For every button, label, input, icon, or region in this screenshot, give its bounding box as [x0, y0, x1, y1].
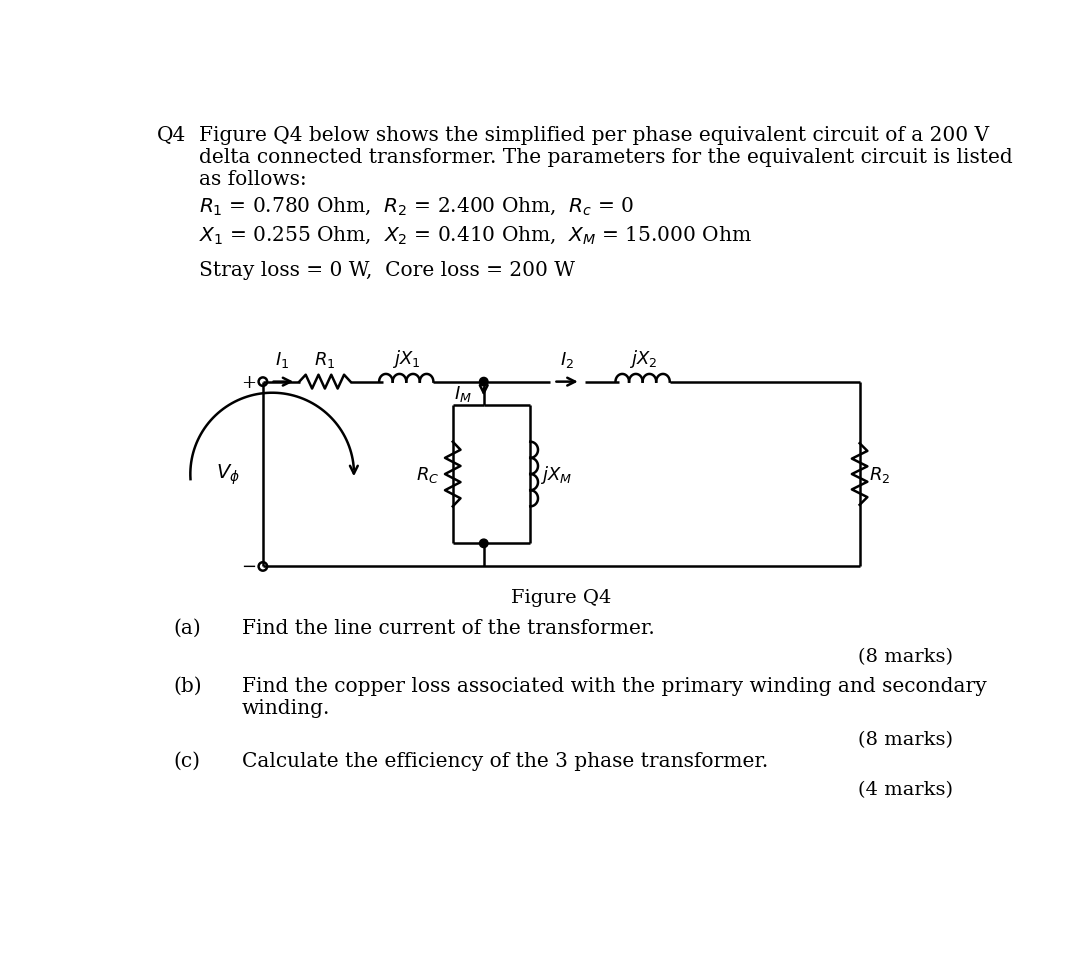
Text: $I_M$: $I_M$ [455, 383, 472, 404]
Text: $R_1$: $R_1$ [314, 349, 336, 369]
Text: Find the copper loss associated with the primary winding and secondary
winding.: Find the copper loss associated with the… [242, 677, 987, 717]
Text: $jX_2$: $jX_2$ [629, 347, 657, 369]
Text: −: − [241, 557, 256, 576]
Text: (a): (a) [174, 618, 202, 637]
Text: (c): (c) [174, 752, 201, 771]
Text: Calculate the efficiency of the 3 phase transformer.: Calculate the efficiency of the 3 phase … [242, 752, 768, 771]
Circle shape [480, 539, 488, 548]
Text: $X_1$ = 0.255 Ohm,  $X_2$ = 0.410 Ohm,  $X_M$ = 15.000 Ohm: $X_1$ = 0.255 Ohm, $X_2$ = 0.410 Ohm, $X… [199, 225, 752, 246]
Text: Stray loss = 0 W,  Core loss = 200 W: Stray loss = 0 W, Core loss = 200 W [199, 260, 575, 280]
Text: (8 marks): (8 marks) [858, 648, 953, 666]
Text: $V_\phi$: $V_\phi$ [216, 462, 240, 487]
Text: $I_2$: $I_2$ [561, 349, 575, 369]
Text: $jX_1$: $jX_1$ [392, 347, 420, 369]
Text: Figure Q4: Figure Q4 [511, 588, 611, 606]
Text: (4 marks): (4 marks) [858, 780, 953, 799]
Text: +: + [242, 373, 256, 391]
Circle shape [480, 378, 488, 386]
Text: Find the line current of the transformer.: Find the line current of the transformer… [242, 618, 654, 637]
Text: $jX_M$: $jX_M$ [540, 463, 571, 485]
Text: $R_C$: $R_C$ [416, 464, 438, 484]
Text: $I_1$: $I_1$ [275, 349, 289, 369]
Text: (b): (b) [174, 677, 202, 695]
Text: Figure Q4 below shows the simplified per phase equivalent circuit of a 200 V
del: Figure Q4 below shows the simplified per… [199, 126, 1012, 189]
Text: $R_2$: $R_2$ [869, 464, 890, 484]
Text: (8 marks): (8 marks) [858, 730, 953, 748]
Text: Q4: Q4 [157, 126, 186, 145]
Text: $R_1$ = 0.780 Ohm,  $R_2$ = 2.400 Ohm,  $R_c$ = 0: $R_1$ = 0.780 Ohm, $R_2$ = 2.400 Ohm, $R… [199, 195, 634, 217]
